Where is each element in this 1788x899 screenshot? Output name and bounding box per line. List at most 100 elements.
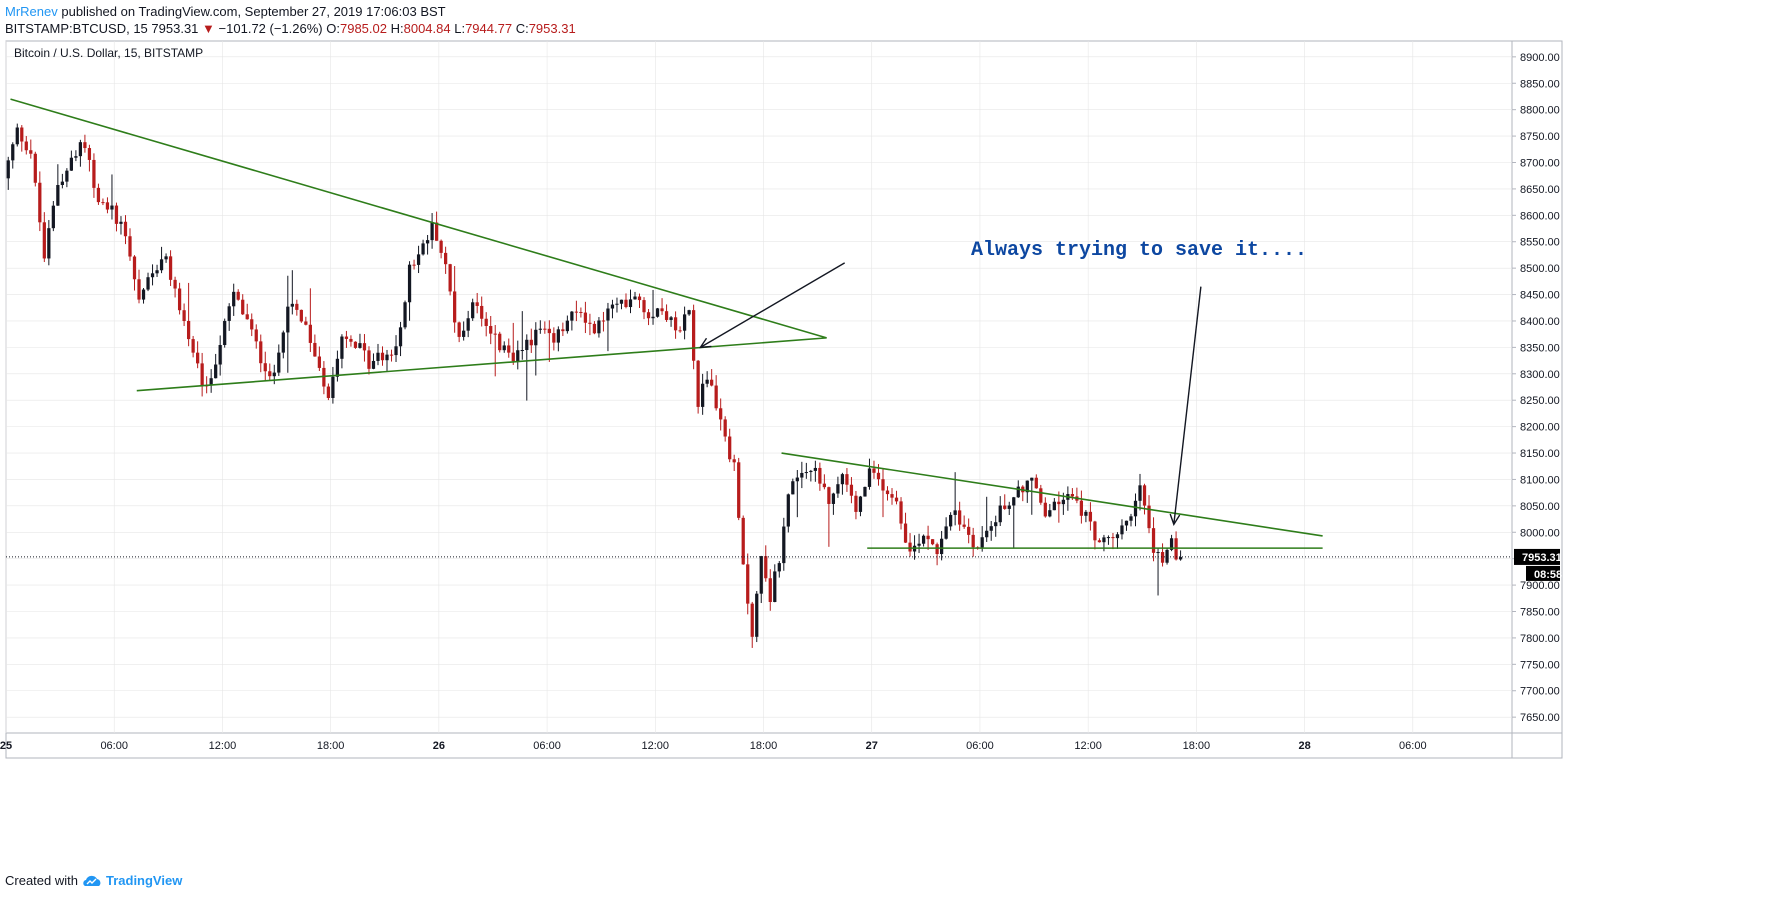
candle-body <box>619 299 624 304</box>
candle-down <box>827 486 831 547</box>
candle-body <box>421 243 425 255</box>
publish-info: MrRenev published on TradingView.com, Se… <box>5 4 446 19</box>
candle-body <box>556 329 560 343</box>
candle-body <box>958 510 962 525</box>
candle-down <box>83 134 87 153</box>
candle-down <box>196 341 200 369</box>
price-tick-label: 8200.00 <box>1520 422 1560 434</box>
candle-body <box>669 317 673 320</box>
candle-body <box>1052 501 1056 511</box>
candle-up <box>385 349 389 372</box>
candle-down <box>930 539 935 546</box>
candle-up <box>281 330 285 359</box>
time-tick-label: 28 <box>1298 740 1310 752</box>
candle-body <box>299 309 303 322</box>
candle-down <box>263 351 267 381</box>
candle-down <box>493 325 497 377</box>
candle-body <box>944 526 948 539</box>
candle-down <box>295 299 299 316</box>
candle-body <box>547 328 551 334</box>
candle-body <box>83 142 87 149</box>
candle-body <box>949 514 953 527</box>
candle-body <box>1061 499 1065 505</box>
candle-up <box>836 476 840 498</box>
candle-down <box>367 346 371 375</box>
candle-down <box>353 341 358 349</box>
candle-down <box>710 369 714 387</box>
candle-body <box>1084 511 1088 516</box>
candle-down <box>750 601 754 648</box>
time-tick-label: 06:00 <box>966 740 994 752</box>
price-tick-label: 8900.00 <box>1520 52 1560 64</box>
candle-up <box>759 555 763 604</box>
candle-down <box>308 288 312 352</box>
candle-up <box>290 270 294 315</box>
candle-up <box>141 287 146 304</box>
candle-up <box>78 139 83 167</box>
candle-body <box>308 324 312 343</box>
candle-down <box>601 311 606 332</box>
candle-body <box>335 358 340 377</box>
candle-down <box>96 183 101 205</box>
author-link[interactable]: MrRenev <box>5 4 58 19</box>
candle-body <box>714 385 718 409</box>
candle-down <box>1043 497 1047 518</box>
candle-body <box>322 367 326 387</box>
candle-body <box>592 323 597 334</box>
tradingview-brand[interactable]: TradingView <box>105 873 183 888</box>
candle-body <box>1012 497 1016 506</box>
candle-body <box>128 236 132 257</box>
candle-body <box>570 311 574 321</box>
candle-down <box>380 346 385 366</box>
time-tick-label: 12:00 <box>1074 740 1102 752</box>
candle-body <box>750 603 754 637</box>
candle-up <box>921 534 926 547</box>
candle-down <box>191 335 195 358</box>
candle-body <box>403 302 407 328</box>
candle-body <box>1079 500 1084 516</box>
candle-body <box>737 462 741 518</box>
candle-body <box>624 299 628 308</box>
candle-down <box>38 171 42 232</box>
candle-body <box>768 578 772 603</box>
time-tick-label: 27 <box>866 740 878 752</box>
price-tick-label: 7900.00 <box>1520 580 1560 592</box>
candle-body <box>313 342 317 357</box>
candle-body <box>1093 521 1097 541</box>
candle-down <box>1057 491 1061 523</box>
price-tick-label: 8300.00 <box>1520 369 1560 381</box>
candle-body <box>191 339 195 353</box>
candle-body <box>728 436 732 460</box>
candle-up <box>214 353 218 379</box>
candle-down <box>250 313 254 337</box>
candle-down <box>1111 532 1115 550</box>
candle-up <box>209 369 213 393</box>
candle-body <box>642 300 646 313</box>
candle-down <box>624 293 628 309</box>
annotation-text: Always trying to save it.... <box>971 239 1307 262</box>
candle-body <box>398 327 403 347</box>
candle-down <box>673 311 678 339</box>
candle-body <box>150 273 155 278</box>
candle-down <box>962 515 966 529</box>
candle-body <box>507 345 511 353</box>
candle-body <box>994 522 998 527</box>
candle-body <box>444 252 448 265</box>
candle-body <box>723 419 727 437</box>
candle-up <box>218 335 222 376</box>
candle-body <box>529 339 533 346</box>
candle-body <box>827 487 831 504</box>
candle-body <box>615 303 619 305</box>
candle-body <box>29 150 33 154</box>
candle-down <box>412 259 416 270</box>
candle-down <box>389 349 394 362</box>
candle-up <box>65 168 69 188</box>
candle-body <box>484 318 488 327</box>
candle-up <box>628 289 633 314</box>
candle-body <box>1030 477 1034 481</box>
candle-body <box>245 314 249 320</box>
candle-body <box>87 148 92 160</box>
candle-body <box>1106 537 1111 539</box>
candle-up <box>682 306 687 340</box>
